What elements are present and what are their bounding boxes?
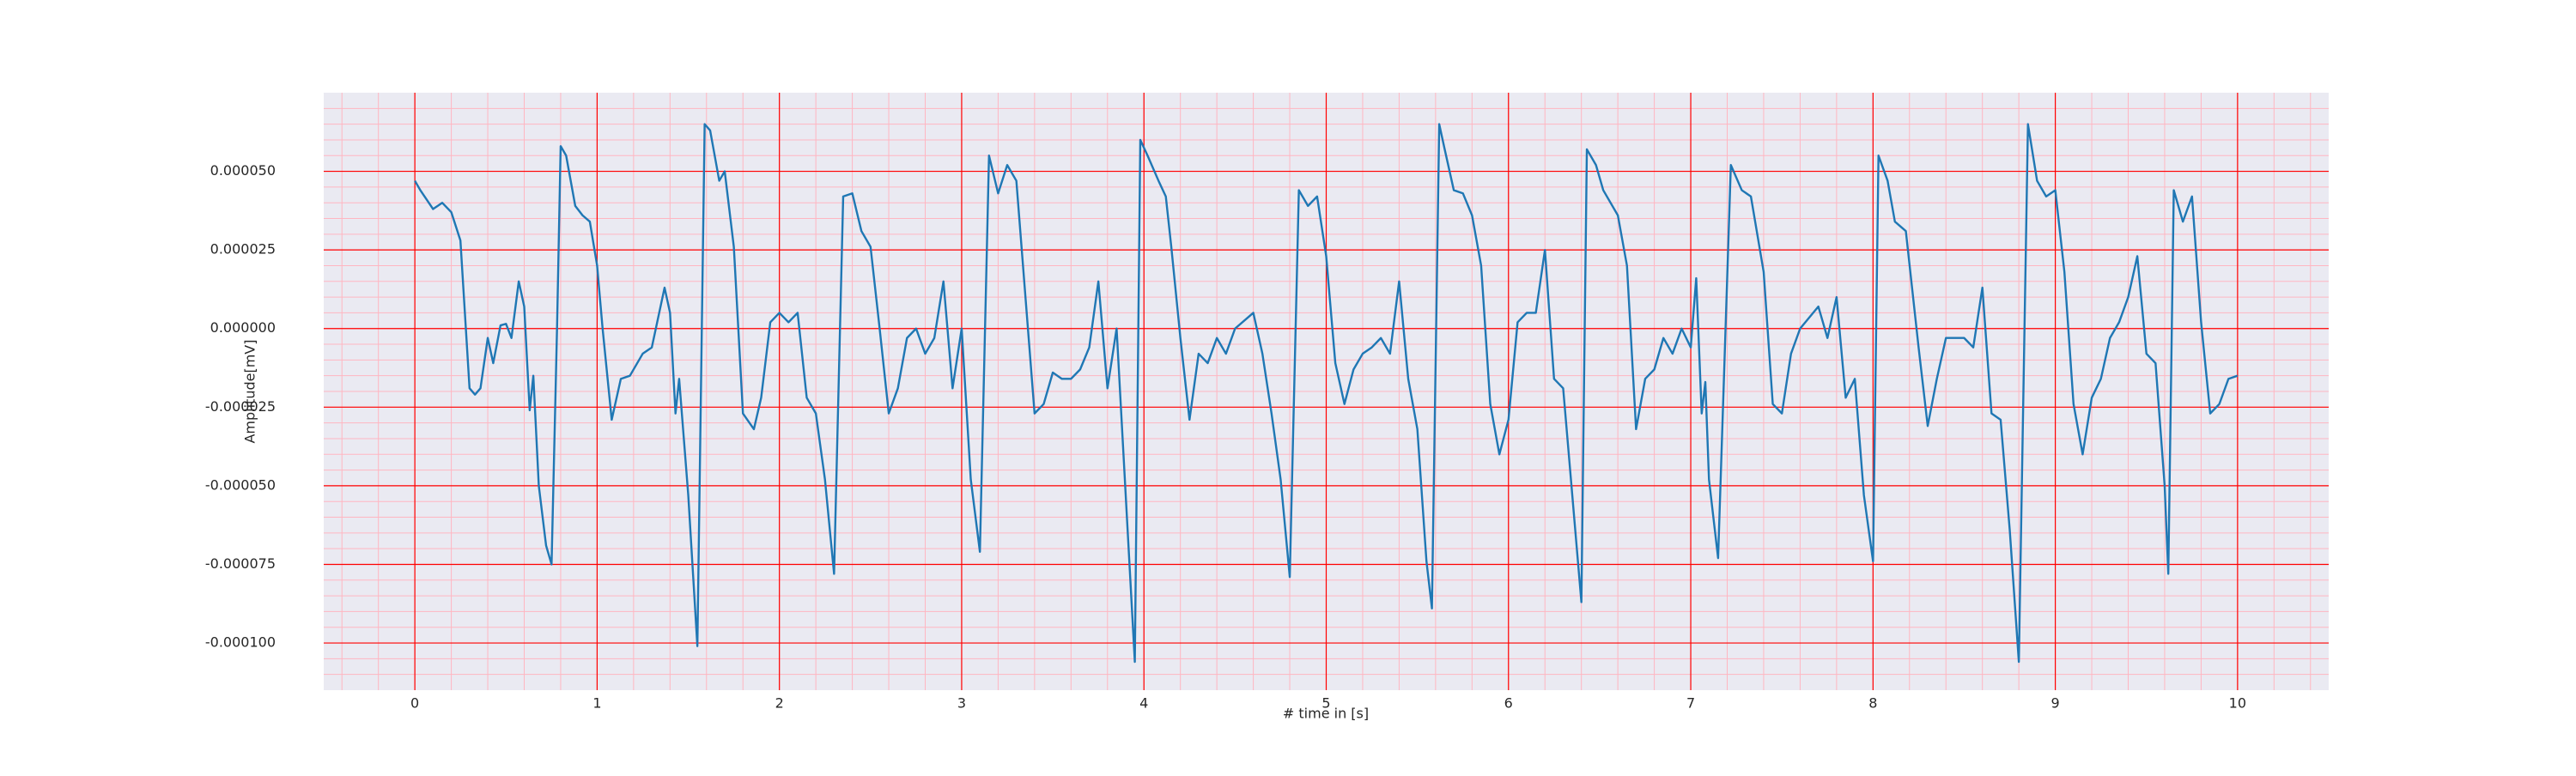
x-tick-label: 5 (1321, 695, 1330, 712)
signal-line (414, 123, 2239, 664)
x-tick-label: 2 (775, 695, 784, 712)
x-tick-label: 4 (1139, 695, 1148, 712)
x-tick-label: 6 (1504, 695, 1513, 712)
x-axis-label: # time in [s] (1283, 706, 1369, 722)
x-tick-label: 9 (2050, 695, 2059, 712)
x-tick-label: 7 (1686, 695, 1695, 712)
y-tick-label: 0.000000 (210, 319, 276, 336)
x-tick-label: 10 (2229, 695, 2246, 712)
x-tick-label: 0 (410, 695, 419, 712)
y-tick-label: -0.000025 (205, 398, 276, 415)
x-tick-label: 1 (592, 695, 601, 712)
y-tick-label: 0.000025 (210, 241, 276, 258)
y-tick-label: 0.000050 (210, 162, 276, 179)
y-tick-label: -0.000075 (205, 555, 276, 572)
x-tick-label: 3 (957, 695, 966, 712)
y-tick-label: -0.000100 (205, 634, 276, 651)
y-axis-label: Amplitude[mV] (242, 339, 258, 443)
y-tick-label: -0.000050 (205, 476, 276, 493)
x-tick-label: 8 (1868, 695, 1877, 712)
